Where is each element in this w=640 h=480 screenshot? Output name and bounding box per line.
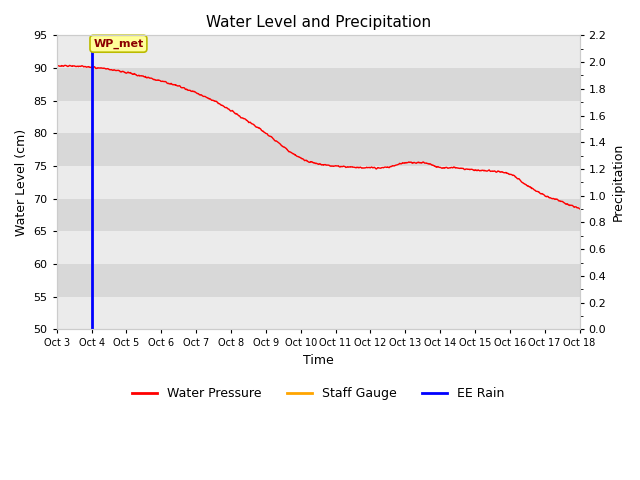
Bar bbox=[57, 36, 580, 68]
Y-axis label: Precipitation: Precipitation bbox=[612, 143, 625, 221]
Bar bbox=[57, 231, 580, 264]
Title: Water Level and Precipitation: Water Level and Precipitation bbox=[205, 15, 431, 30]
Bar bbox=[57, 166, 580, 199]
X-axis label: Time: Time bbox=[303, 354, 333, 367]
Bar bbox=[57, 199, 580, 231]
Y-axis label: Water Level (cm): Water Level (cm) bbox=[15, 129, 28, 236]
Legend: Water Pressure, Staff Gauge, EE Rain: Water Pressure, Staff Gauge, EE Rain bbox=[127, 383, 509, 406]
Bar bbox=[57, 133, 580, 166]
Bar bbox=[57, 264, 580, 297]
Bar bbox=[57, 297, 580, 329]
Bar bbox=[57, 101, 580, 133]
Text: WP_met: WP_met bbox=[93, 38, 143, 49]
Bar bbox=[57, 68, 580, 101]
